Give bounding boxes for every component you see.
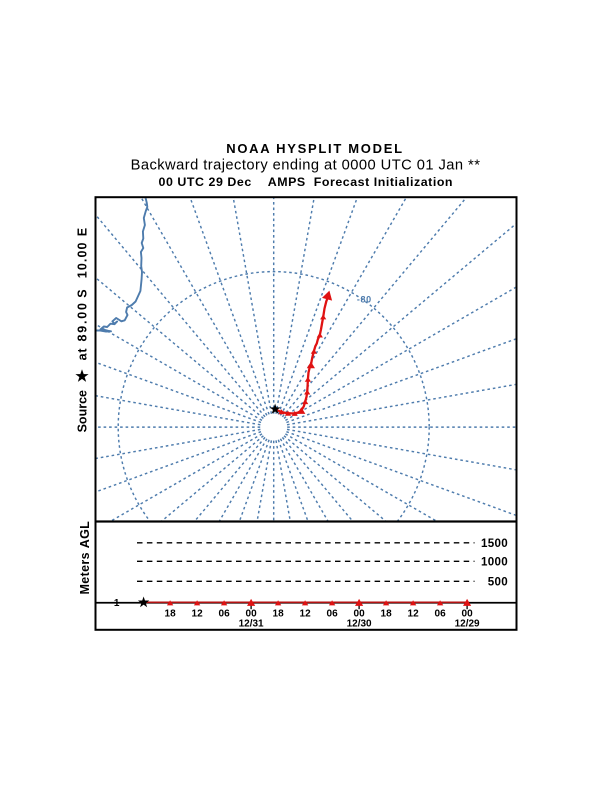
svg-text:06: 06 xyxy=(219,609,231,620)
svg-text:06: 06 xyxy=(435,609,447,620)
svg-text:18: 18 xyxy=(273,609,285,620)
svg-text:00 UTC 29 Dec AMPS Forecas: 00 UTC 29 Dec AMPS Forecast Initializati… xyxy=(159,175,454,189)
svg-text:S: S xyxy=(76,289,90,297)
svg-text:00: 00 xyxy=(462,609,474,620)
svg-text:1000: 1000 xyxy=(481,555,508,568)
svg-text:12/30: 12/30 xyxy=(347,619,372,630)
svg-text:00: 00 xyxy=(246,609,258,620)
svg-text:18: 18 xyxy=(381,609,393,620)
svg-text:00: 00 xyxy=(354,609,366,620)
svg-text:12/29: 12/29 xyxy=(455,619,480,630)
svg-text:12: 12 xyxy=(300,609,312,620)
svg-text:-80: -80 xyxy=(357,294,372,304)
svg-text:Meters AGL: Meters AGL xyxy=(78,521,92,595)
svg-text:18: 18 xyxy=(165,609,177,620)
svg-text:NOAA HYSPLIT MODEL: NOAA HYSPLIT MODEL xyxy=(226,141,403,156)
svg-text:1500: 1500 xyxy=(481,537,508,550)
svg-text:500: 500 xyxy=(488,575,508,588)
svg-text:89.00: 89.00 xyxy=(76,301,90,341)
svg-text:12: 12 xyxy=(192,609,204,620)
svg-text:Backward trajectory ending at: Backward trajectory ending at 0000 UTC 0… xyxy=(131,157,481,173)
svg-text:06: 06 xyxy=(327,609,339,620)
svg-text:12: 12 xyxy=(408,609,420,620)
svg-text:12/31: 12/31 xyxy=(239,619,264,630)
svg-text:10.00: 10.00 xyxy=(76,241,90,278)
svg-text:E: E xyxy=(76,228,90,236)
svg-text:at: at xyxy=(76,348,90,361)
svg-text:Source: Source xyxy=(76,390,90,432)
svg-text:1: 1 xyxy=(114,598,120,609)
